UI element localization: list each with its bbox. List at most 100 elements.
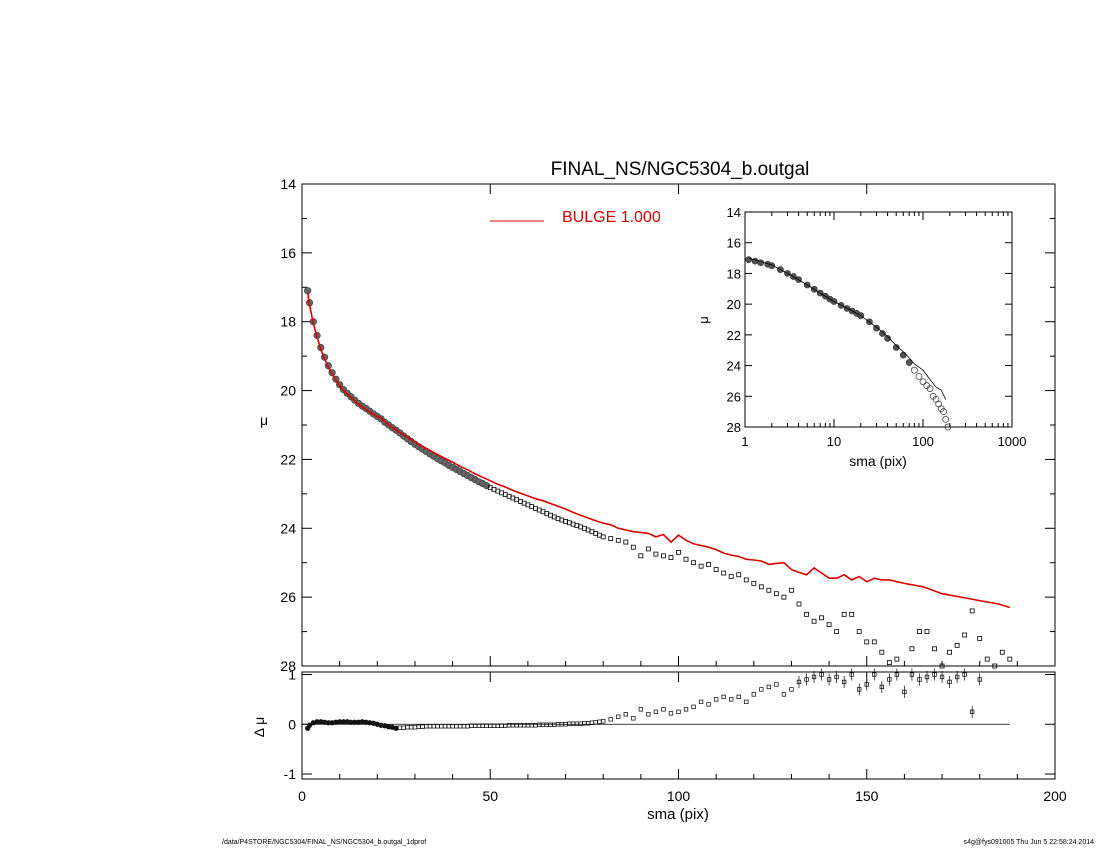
inset-x-tick-label: 100 [912, 434, 934, 449]
residual-point [721, 694, 726, 700]
residual-point [442, 724, 448, 729]
data-point [789, 587, 794, 593]
data-point [706, 562, 712, 567]
inset-y-tick-label: 26 [727, 389, 741, 404]
data-point [969, 608, 975, 614]
residual-point [578, 721, 583, 726]
residual-point [544, 722, 549, 727]
data-point [947, 649, 952, 655]
data-point [804, 611, 809, 617]
inset-y-tick-label: 20 [727, 297, 741, 312]
data-point [623, 539, 629, 545]
inset-ticks: 14 16 18 20 22 24 26 281 10 100 1000 [727, 205, 1027, 449]
inset-model-line [748, 257, 947, 400]
inset-data-point [915, 372, 923, 380]
residual-point [548, 722, 553, 727]
residual-point [744, 699, 749, 705]
residual-point [691, 704, 696, 709]
residual-point [631, 716, 636, 721]
data-point [879, 649, 885, 655]
data-point [871, 639, 877, 645]
legend-label: BULGE 1.000 [562, 209, 661, 226]
data-point [713, 567, 719, 572]
data-point [766, 587, 772, 593]
residual-point [457, 724, 463, 729]
data-point [811, 618, 817, 624]
inset-data-point [919, 378, 927, 386]
inset-data-point [873, 324, 880, 332]
residual-point [450, 724, 455, 729]
residual-point [616, 714, 621, 719]
residual-point [424, 724, 429, 729]
data-point [743, 577, 749, 583]
residual-point [306, 722, 313, 728]
inset-y-tick-label: 24 [727, 359, 741, 374]
main-panel: FINAL_NS/NGC5304_b.outgal 14 16 18 20 22 24 26… [260, 159, 1056, 674]
residual-point [597, 719, 602, 724]
data-point [773, 591, 779, 597]
data-point [615, 537, 621, 543]
residual-point [427, 724, 433, 729]
data-point [977, 636, 983, 641]
data-point [645, 546, 651, 552]
residual-point [431, 724, 436, 729]
data-point [886, 660, 892, 665]
data-point [826, 622, 832, 628]
data-point [630, 544, 636, 550]
data-point [683, 556, 689, 562]
residual-point [325, 720, 331, 726]
data-point [676, 549, 681, 555]
inset-y-tick-label: 16 [727, 236, 741, 251]
residual-point [683, 707, 689, 712]
data-point [728, 574, 734, 579]
main-y-tick-label: 14 [280, 176, 296, 192]
data-point [932, 646, 937, 652]
inset-data-point [942, 415, 950, 423]
data-point [736, 572, 742, 578]
data-point [819, 615, 824, 621]
residual-point [337, 719, 343, 725]
residual-point [446, 724, 451, 729]
inset-data-point [905, 359, 913, 366]
resid-y-tick-label: -1 [284, 766, 297, 782]
resid-y-tick-label: 1 [288, 666, 296, 682]
resid-y-tick-label: 0 [288, 716, 296, 732]
bulge-model-line [306, 292, 1011, 609]
residual-point [729, 697, 734, 702]
residual-point [412, 725, 418, 730]
residual-point [552, 722, 557, 727]
data-point [751, 580, 757, 586]
inset-data-point [745, 256, 753, 263]
residual-point [574, 721, 579, 726]
residual-point [623, 712, 628, 717]
main-y-tick-label: 16 [280, 245, 296, 261]
inset-y-tick-label: 18 [727, 266, 741, 281]
residual-point [352, 719, 358, 725]
main-y-ticks: 14 16 18 20 22 24 26 28 [280, 176, 1056, 674]
inset-data-point [911, 366, 918, 374]
residual-point [608, 717, 613, 722]
residual-point [646, 712, 651, 717]
data-point [841, 611, 847, 617]
data-point [1007, 656, 1013, 662]
residual-data-points [305, 668, 982, 731]
data-point [984, 656, 990, 662]
residual-point [736, 694, 741, 700]
residual-point [766, 684, 772, 690]
residual-point [401, 725, 406, 730]
data-point [999, 649, 1005, 655]
residual-point [570, 721, 576, 726]
data-point [856, 629, 862, 634]
data-point [864, 639, 870, 645]
residual-point [409, 725, 414, 730]
inset-y-tick-label: 14 [727, 205, 741, 220]
residual-point [461, 724, 467, 729]
data-point [834, 629, 840, 634]
inset-y-tick-label: 28 [727, 420, 741, 435]
inset-x-tick-label: 10 [827, 434, 841, 449]
data-point [909, 646, 915, 652]
residual-point [454, 724, 459, 729]
inset-data-point [940, 408, 947, 415]
main-y-tick-label: 20 [280, 383, 296, 399]
